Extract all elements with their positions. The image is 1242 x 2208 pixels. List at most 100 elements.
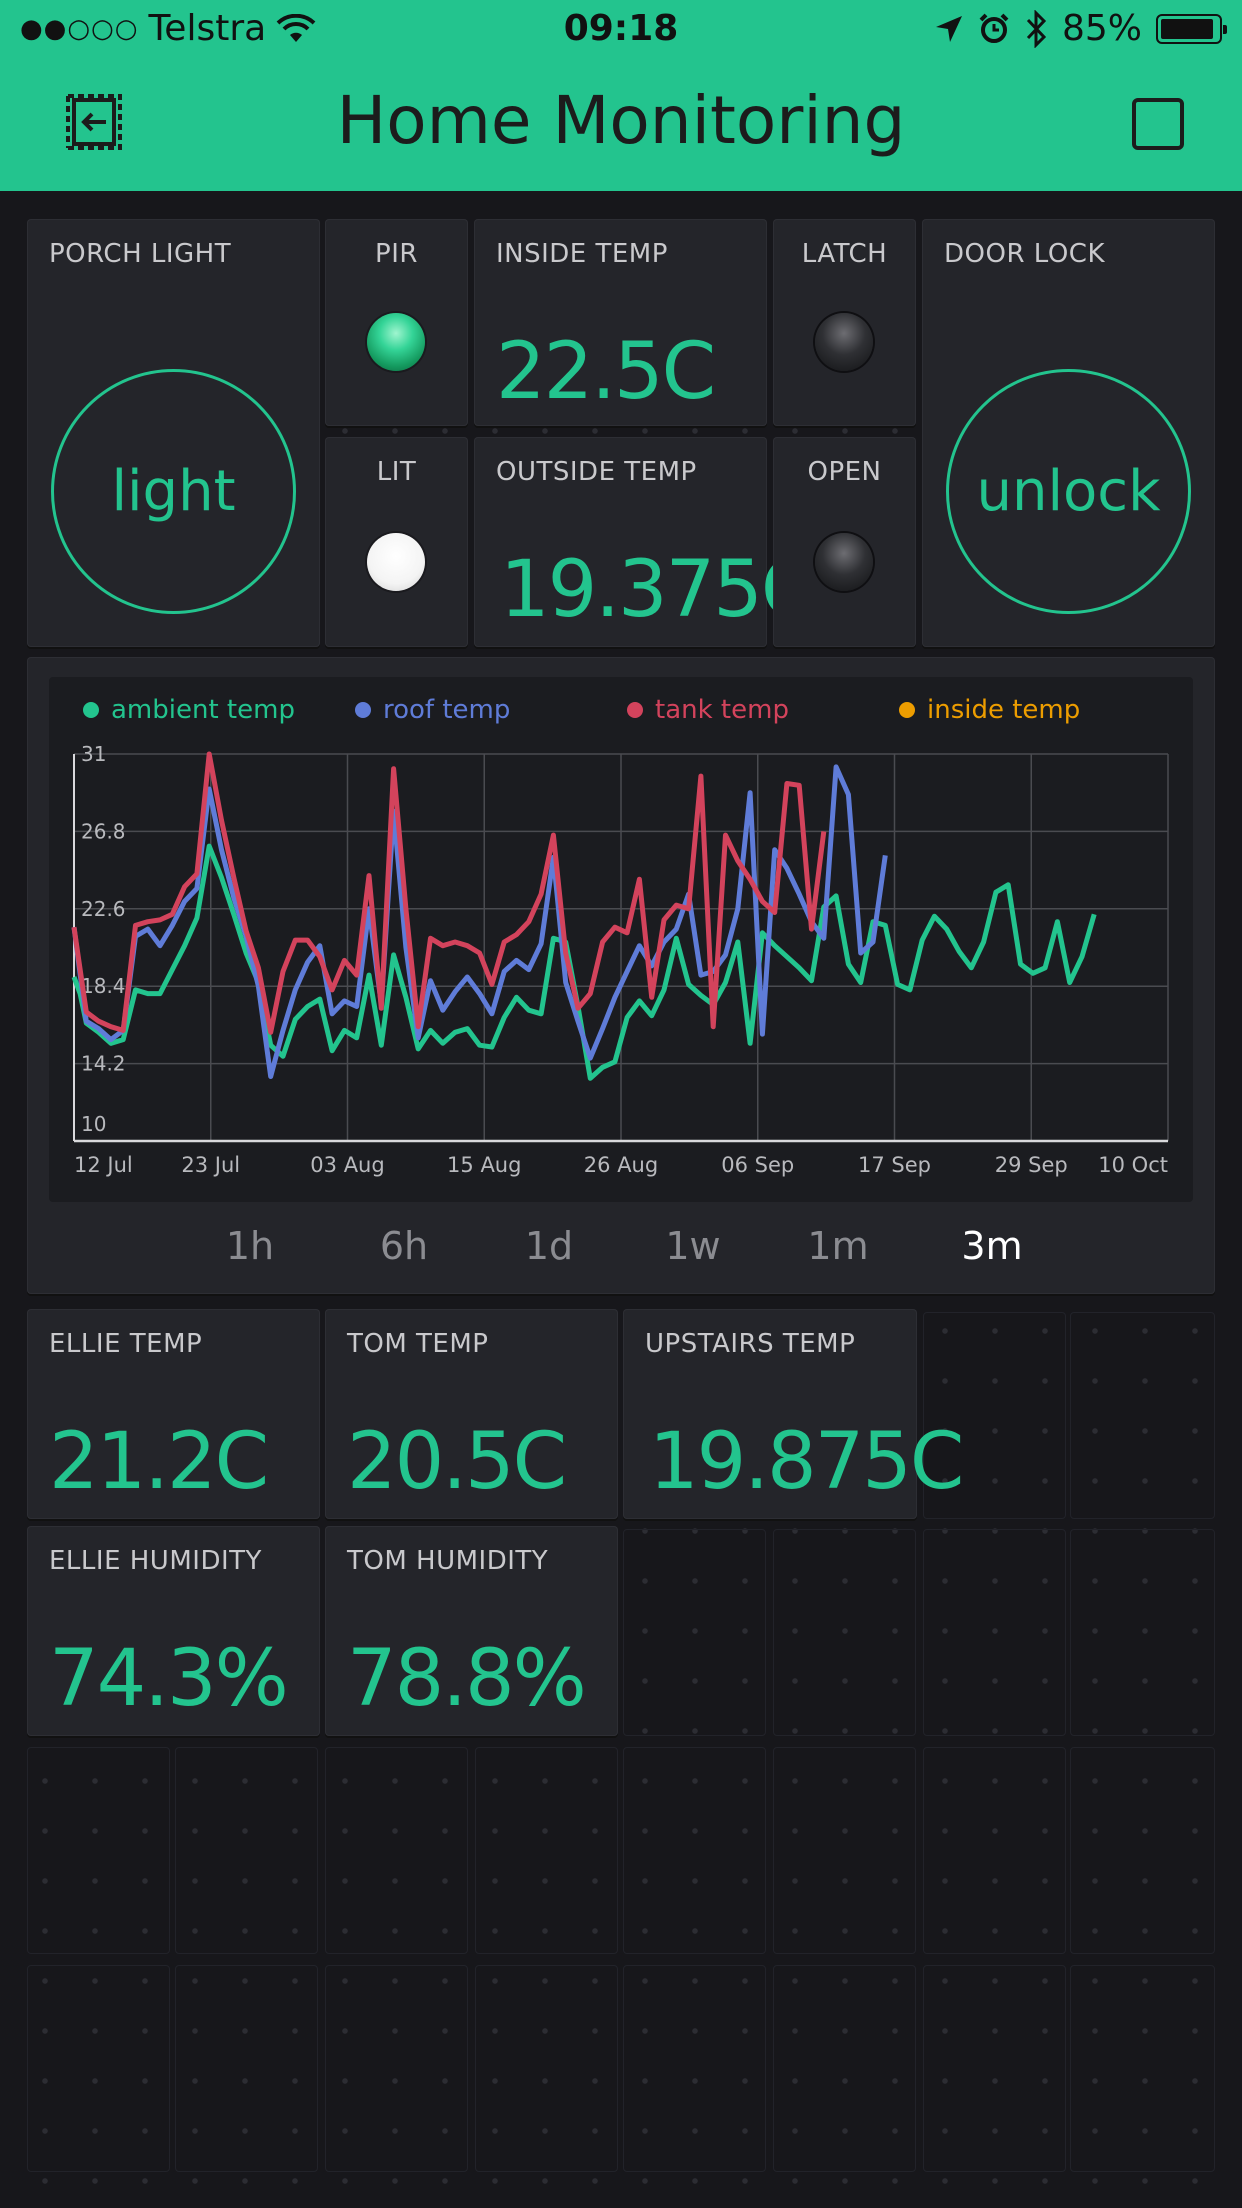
outside-temp-value: 19.375C	[500, 545, 815, 635]
upstairs-temp-value: 19.875C	[649, 1417, 964, 1507]
x-tick-label: 03 Aug	[310, 1153, 384, 1177]
period-1w[interactable]: 1w	[665, 1224, 721, 1268]
ellie-temp-widget: ELLIE TEMP 21.2C	[27, 1309, 320, 1519]
upstairs-temp-widget: UPSTAIRS TEMP 19.875C	[623, 1309, 964, 1519]
pir-widget: PIR	[325, 219, 468, 426]
tom-humidity-widget: TOM HUMIDITY 78.8%	[325, 1526, 618, 1736]
pir-label: PIR	[375, 239, 418, 269]
latch-led-indicator	[815, 313, 873, 371]
empty-grid-cell	[623, 1747, 766, 1954]
lit-label: LIT	[376, 457, 417, 487]
door-lock-button[interactable]: unlock	[946, 369, 1191, 614]
latch-widget: LATCH	[773, 219, 916, 426]
empty-grid-cell	[475, 1747, 618, 1954]
empty-grid-cell	[1070, 1747, 1215, 1954]
stop-button[interactable]	[1132, 98, 1184, 150]
chart-legend: ambient temp roof temp tank temp inside …	[49, 695, 1193, 735]
empty-grid-cell	[923, 1529, 1066, 1736]
legend-swatch	[355, 702, 371, 718]
empty-grid-cell	[1070, 1529, 1215, 1736]
legend-swatch	[627, 702, 643, 718]
x-tick-label: 12 Jul	[74, 1153, 133, 1177]
legend-label: inside temp	[927, 695, 1081, 725]
porch-light-widget: PORCH LIGHT light	[27, 219, 320, 647]
tom-temp-widget: TOM TEMP 20.5C	[325, 1309, 618, 1519]
period-1m[interactable]: 1m	[807, 1224, 869, 1268]
empty-grid-cell	[27, 1747, 170, 1954]
open-led-indicator	[815, 533, 873, 591]
signal-strength-indicator: ●●○○○	[20, 13, 139, 44]
door-lock-label: DOOR LOCK	[944, 239, 1106, 269]
y-tick-label: 10	[81, 1112, 106, 1136]
location-arrow-icon	[935, 15, 962, 42]
open-label: OPEN	[807, 457, 882, 487]
tom-humidity-value: 78.8%	[347, 1634, 587, 1724]
ellie-humidity-widget: ELLIE HUMIDITY 74.3%	[27, 1526, 320, 1736]
chart-area: ambient temp roof temp tank temp inside …	[49, 677, 1193, 1202]
period-1d[interactable]: 1d	[524, 1224, 574, 1268]
empty-grid-cell	[1070, 1965, 1215, 2172]
ellie-humidity-value: 74.3%	[49, 1634, 289, 1724]
exit-icon[interactable]	[58, 92, 130, 152]
y-tick-label: 26.8	[81, 819, 126, 843]
lit-led-indicator	[367, 533, 425, 591]
legend-label: tank temp	[655, 695, 789, 725]
legend-item-tank-temp: tank temp	[627, 695, 789, 725]
x-tick-label: 23 Jul	[181, 1153, 240, 1177]
empty-grid-cell	[773, 1747, 916, 1954]
porch-light-button-label: light	[111, 459, 236, 524]
empty-grid-cell	[923, 1965, 1066, 2172]
x-tick-label: 06 Sep	[721, 1153, 794, 1177]
ellie-temp-label: ELLIE TEMP	[49, 1329, 203, 1359]
y-tick-label: 31	[81, 742, 106, 766]
empty-grid-cell	[773, 1529, 916, 1736]
lit-widget: LIT	[325, 437, 468, 647]
latch-label: LATCH	[801, 239, 888, 269]
tom-temp-value: 20.5C	[347, 1417, 567, 1507]
empty-grid-cell	[325, 1747, 468, 1954]
legend-item-roof-temp: roof temp	[355, 695, 510, 725]
pir-led-indicator	[367, 313, 425, 371]
door-lock-button-label: unlock	[976, 459, 1161, 524]
period-3m[interactable]: 3m	[961, 1224, 1023, 1268]
open-widget: OPEN	[773, 437, 916, 647]
ellie-temp-value: 21.2C	[49, 1417, 269, 1507]
tank-temp-line	[71, 751, 827, 1035]
period-1h[interactable]: 1h	[225, 1224, 275, 1268]
door-lock-widget: DOOR LOCK unlock	[922, 219, 1215, 647]
empty-grid-cell	[623, 1965, 766, 2172]
inside-temp-value: 22.5C	[496, 327, 716, 417]
alarm-clock-icon	[979, 13, 1009, 43]
line-chart: 31 26.8 22.6 18.4 14.2 10 12 Jul 23 Jul 03 Aug 15…	[71, 742, 1169, 1177]
wifi-icon	[276, 13, 316, 42]
tom-temp-label: TOM TEMP	[347, 1329, 489, 1359]
y-tick-label: 22.6	[81, 897, 126, 921]
empty-grid-cell	[623, 1529, 766, 1736]
empty-grid-cell	[175, 1965, 318, 2172]
empty-grid-cell	[923, 1747, 1066, 1954]
status-time: 09:18	[563, 8, 679, 49]
roof-temp-line	[71, 764, 888, 1079]
y-tick-label: 14.2	[81, 1052, 126, 1076]
legend-label: roof temp	[383, 695, 511, 725]
page-title: Home Monitoring	[336, 82, 906, 159]
history-graph-widget: ambient temp roof temp tank temp inside …	[27, 657, 1215, 1294]
porch-light-button[interactable]: light	[51, 369, 296, 614]
period-6h[interactable]: 6h	[379, 1224, 429, 1268]
ellie-humidity-label: ELLIE HUMIDITY	[49, 1546, 262, 1576]
upstairs-temp-label: UPSTAIRS TEMP	[645, 1329, 856, 1359]
legend-item-ambient-temp: ambient temp	[83, 695, 295, 725]
carrier-name: Telstra	[148, 8, 267, 49]
app-header: Home Monitoring	[0, 62, 1242, 191]
x-tick-label: 29 Sep	[995, 1153, 1068, 1177]
outside-temp-label: OUTSIDE TEMP	[496, 457, 697, 487]
y-tick-label: 18.4	[81, 974, 126, 998]
battery-percentage: 85%	[1061, 8, 1142, 49]
bluetooth-icon	[1026, 9, 1047, 48]
empty-grid-cell	[923, 1312, 1066, 1519]
empty-grid-cell	[27, 1965, 170, 2172]
x-tick-label: 15 Aug	[447, 1153, 521, 1177]
empty-grid-cell	[1070, 1312, 1215, 1519]
period-selector: 1h 6h 1d 1w 1m 3m	[27, 1224, 1215, 1284]
x-tick-label: 26 Aug	[584, 1153, 658, 1177]
